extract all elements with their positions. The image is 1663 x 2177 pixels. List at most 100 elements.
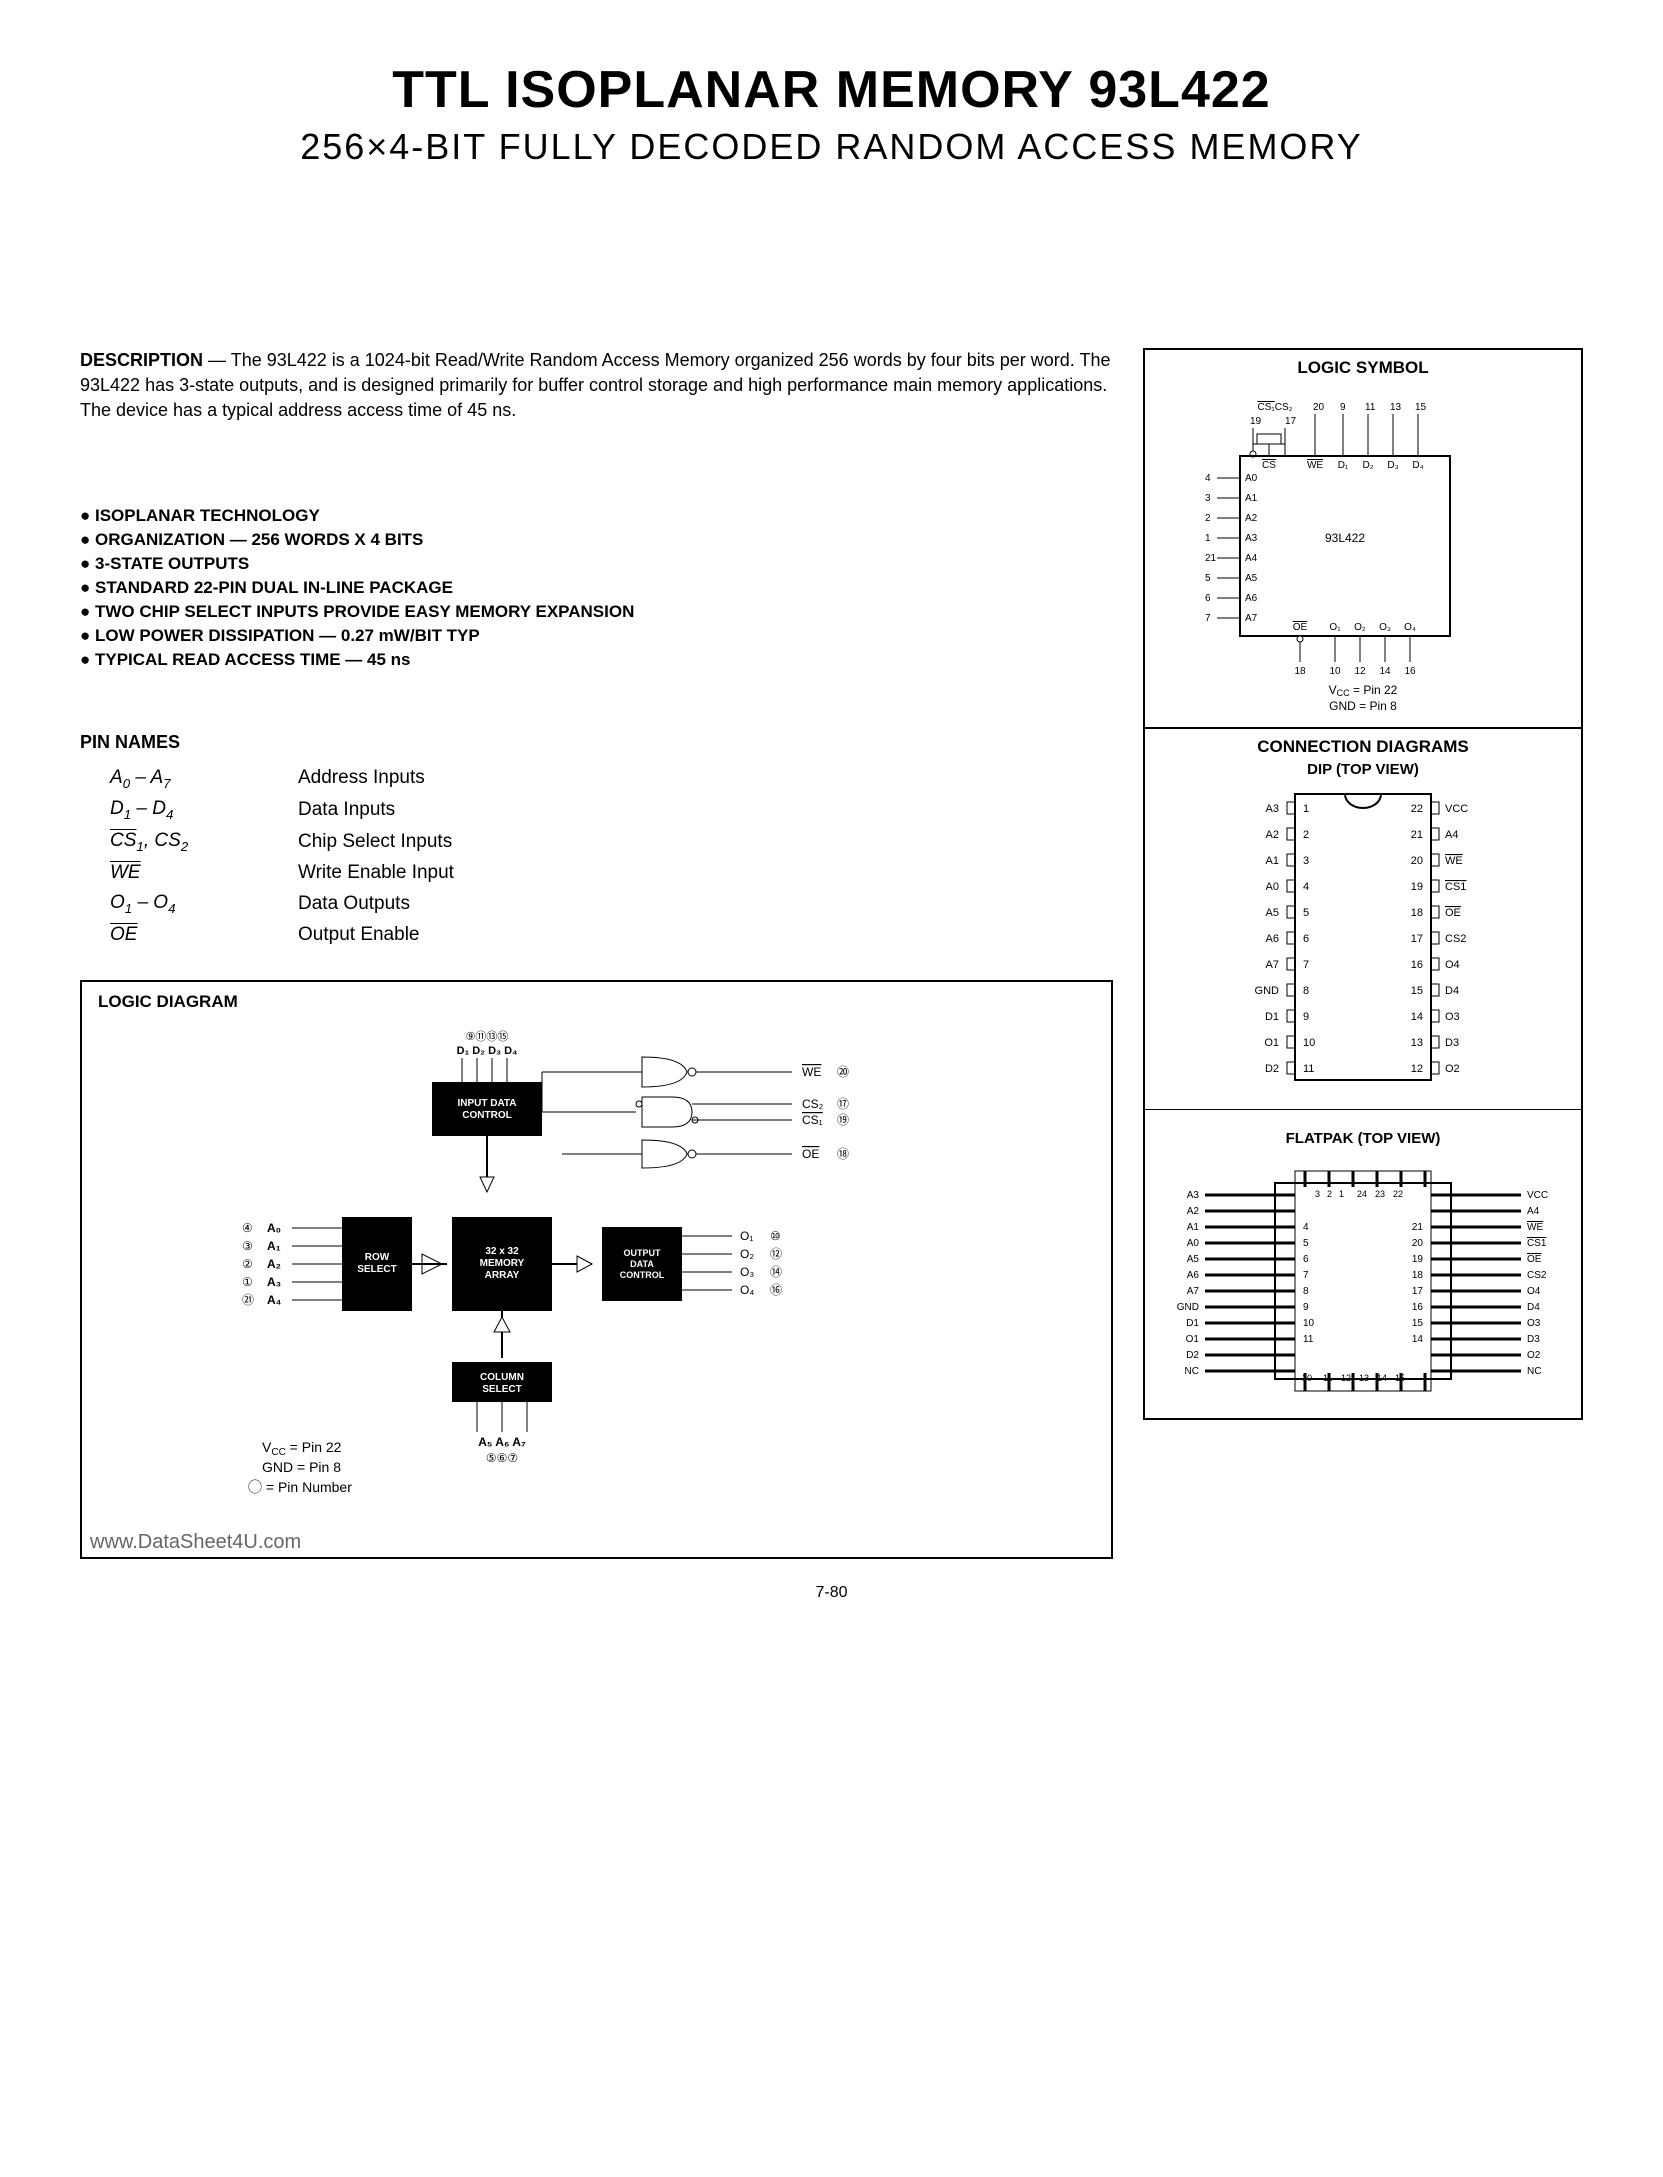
svg-text:A6: A6 [1266,933,1279,945]
pin-row: OEOutput Enable [110,920,482,950]
svg-text:3: 3 [1303,855,1309,867]
pin-desc: Data Inputs [298,794,482,826]
svg-text:A0: A0 [1187,1238,1200,1249]
svg-text:CS₁: CS₁ [802,1113,823,1127]
svg-text:CS₂: CS₂ [802,1097,824,1111]
svg-text:O3: O3 [1445,1011,1460,1023]
pin-row: D1 – D4Data Inputs [110,794,482,826]
svg-text:O₂: O₂ [1354,622,1366,633]
feature-item: STANDARD 22-PIN DUAL IN-LINE PACKAGE [80,576,1113,600]
svg-text:A5: A5 [1187,1254,1200,1265]
svg-text:O1: O1 [1186,1334,1200,1345]
svg-text:OE: OE [1445,907,1461,919]
svg-text:11: 11 [1303,1334,1314,1345]
svg-text:8: 8 [1303,985,1309,997]
svg-text:⑤⑥⑦: ⑤⑥⑦ [486,1451,518,1465]
svg-text:1: 1 [1205,533,1211,544]
svg-text:CONTROL: CONTROL [620,1270,665,1280]
svg-text:D2: D2 [1265,1063,1279,1075]
svg-text:WE: WE [1445,855,1463,867]
svg-text:WE: WE [802,1065,821,1079]
svg-text:①: ① [242,1275,253,1289]
description-paragraph: DESCRIPTION — The 93L422 is a 1024-bit R… [80,348,1113,424]
svg-text:O3: O3 [1527,1318,1541,1329]
svg-text:16: 16 [1404,666,1416,677]
svg-text:14: 14 [1379,666,1391,677]
svg-text:D₁ D₂ D₃ D₄: D₁ D₂ D₃ D₄ [457,1045,518,1057]
content-row: DESCRIPTION — The 93L422 is a 1024-bit R… [80,348,1583,1554]
svg-text:VCC = Pin 22: VCC = Pin 22 [1329,683,1398,698]
feature-list: ISOPLANAR TECHNOLOGY ORGANIZATION — 256 … [80,504,1113,672]
svg-text:CS: CS [1262,460,1276,471]
svg-text:4: 4 [1205,473,1211,484]
svg-text:7: 7 [1303,1270,1309,1281]
svg-text:GND: GND [1177,1302,1199,1313]
svg-text:5: 5 [1303,1238,1309,1249]
svg-text:A6: A6 [1245,593,1258,604]
svg-text:A6: A6 [1187,1270,1200,1281]
svg-text:12: 12 [1411,1063,1423,1075]
svg-text:9: 9 [1303,1302,1309,1313]
svg-text:D₂: D₂ [1362,460,1373,471]
svg-text:6: 6 [1205,593,1211,604]
svg-text:O4: O4 [1445,959,1460,971]
pin-row: O1 – O4Data Outputs [110,888,482,920]
svg-text:CONTROL: CONTROL [462,1110,511,1121]
svg-text:A7: A7 [1245,613,1258,624]
svg-text:O2: O2 [1527,1350,1541,1361]
svg-text:A1: A1 [1245,493,1258,504]
svg-text:15: 15 [1415,402,1427,413]
svg-text:A3: A3 [1187,1190,1200,1201]
svg-text:1: 1 [1339,1189,1344,1199]
svg-text:SELECT: SELECT [482,1384,521,1395]
svg-text:O₃: O₃ [1379,622,1391,633]
svg-text:COLUMN: COLUMN [480,1372,524,1383]
svg-text:3: 3 [1315,1189,1320,1199]
flatpak-diagram-svg: A3VCCA2A4A14WE21A05CS120A56OE19A67CS218A… [1145,1153,1581,1413]
feature-item: LOW POWER DISSIPATION — 0.27 mW/BIT TYP [80,624,1113,648]
logic-symbol-svg: CS₁CS₂ 209111315 1917 [1145,382,1581,722]
svg-text:7: 7 [1205,613,1211,624]
svg-text:18: 18 [1412,1270,1424,1281]
dip-diagram-svg: 1A322VCC2A221A43A120WE4A019CS15A518OE6A6… [1145,784,1581,1094]
svg-text:A4: A4 [1445,829,1458,841]
svg-text:21: 21 [1205,553,1217,564]
svg-text:A₁: A₁ [267,1239,281,1253]
svg-text:DATA: DATA [630,1259,654,1269]
svg-text:⑨⑪⑬⑮: ⑨⑪⑬⑮ [466,1030,509,1043]
svg-text:16: 16 [1412,1302,1424,1313]
svg-text:O₄: O₄ [1404,622,1416,633]
svg-text:12: 12 [1341,1373,1351,1383]
svg-text:A7: A7 [1266,959,1279,971]
svg-text:A0: A0 [1245,473,1258,484]
svg-text:14: 14 [1412,1334,1424,1345]
svg-text:2: 2 [1303,829,1309,841]
pin-desc: Address Inputs [298,763,482,795]
svg-text:15: 15 [1412,1318,1424,1329]
svg-text:INPUT DATA: INPUT DATA [457,1098,516,1109]
svg-text:8: 8 [1303,1286,1309,1297]
svg-text:D1: D1 [1186,1318,1199,1329]
svg-text:OE: OE [802,1147,819,1161]
svg-text:13: 13 [1359,1373,1369,1383]
svg-text:13: 13 [1411,1037,1423,1049]
svg-text:CS₁CS₂: CS₁CS₂ [1257,402,1292,413]
svg-text:A4: A4 [1245,553,1258,564]
svg-text:GND = Pin 8: GND = Pin 8 [1329,699,1397,713]
svg-text:ARRAY: ARRAY [485,1270,520,1281]
svg-text:A3: A3 [1266,803,1279,815]
svg-text:22: 22 [1393,1189,1403,1199]
svg-text:O2: O2 [1445,1063,1460,1075]
svg-text:CS2: CS2 [1445,933,1466,945]
svg-text:D2: D2 [1186,1350,1199,1361]
svg-text:13: 13 [1390,402,1402,413]
svg-text:OE: OE [1527,1254,1542,1265]
svg-text:17: 17 [1285,416,1297,427]
svg-text:SELECT: SELECT [357,1264,396,1275]
main-title: TTL ISOPLANAR MEMORY 93L422 [80,60,1583,120]
svg-text:17: 17 [1412,1286,1424,1297]
svg-text:4: 4 [1303,1222,1309,1233]
logic-diagram-box: LOGIC DIAGRAM ⑨⑪⑬⑮ D₁ D₂ D₃ D₄ INPUT DAT… [80,980,1113,1559]
svg-text:20: 20 [1313,402,1325,413]
svg-text:15: 15 [1395,1373,1405,1383]
